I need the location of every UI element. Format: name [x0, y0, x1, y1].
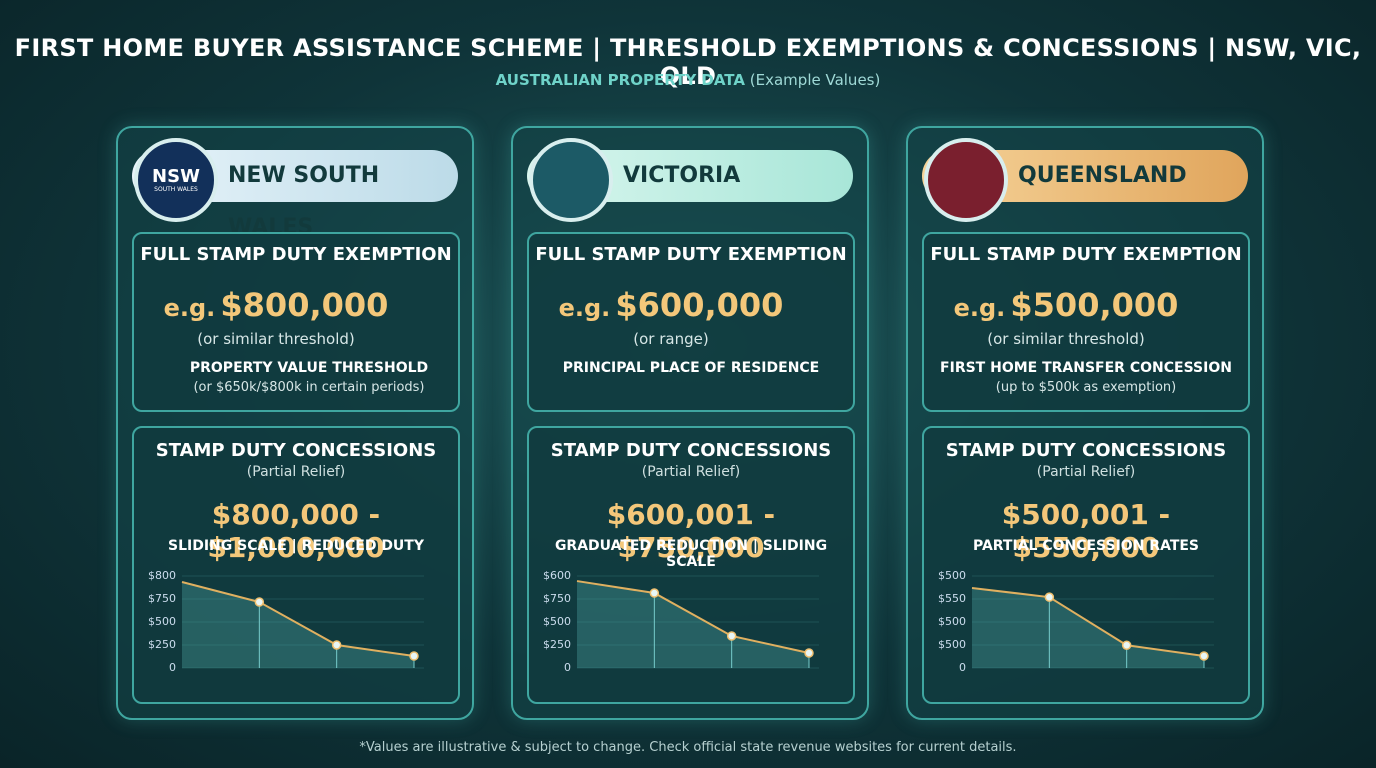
- concessions-range: $500,001 - $550,000: [1001, 498, 1171, 564]
- area: [972, 587, 1204, 668]
- point: [409, 651, 419, 661]
- concessions-description: PARTIAL CONCESSION RATES: [972, 538, 1200, 554]
- logo-abbr: NSW: [152, 166, 200, 187]
- y-tick-label: 0: [959, 661, 966, 674]
- state-badge: QUEENSLAND: [922, 138, 1248, 222]
- exemption-detail: FIRST HOME TRANSFER CONCESSION: [940, 360, 1232, 376]
- point: [804, 648, 814, 658]
- amount: $600,000: [615, 286, 784, 324]
- y-tick-label: $250: [543, 638, 571, 651]
- point: [726, 631, 737, 641]
- amount: $500,000: [1010, 286, 1179, 324]
- mini-chart: $800 $750 $500 $250 0: [148, 569, 424, 674]
- exemption-heading: FULL STAMP DUTY EXEMPTION: [140, 244, 452, 265]
- y-tick-label: $500: [938, 638, 966, 651]
- y-tick-label: $500: [543, 615, 571, 628]
- concessions-subheading: (Partial Relief): [641, 464, 741, 480]
- concessions-box: STAMP DUTY CONCESSIONS (Partial Relief) $8…: [132, 426, 460, 704]
- line: [181, 581, 415, 658]
- point: [331, 640, 342, 650]
- footnote: *Values are illustrative & subject to ch…: [359, 740, 1017, 755]
- y-tick-label: $600: [543, 569, 571, 582]
- state-logo: [529, 138, 613, 222]
- point: [1199, 651, 1209, 661]
- y-tick-label: $750: [148, 592, 176, 605]
- y-tick-label: $500: [938, 569, 966, 582]
- mini-chart: $600 $750 $500 $250 0: [543, 569, 819, 674]
- concessions-subheading: (Partial Relief): [246, 464, 346, 480]
- concessions-box: STAMP DUTY CONCESSIONS (Partial Relief) $6…: [527, 426, 855, 704]
- exemption-amount-row: e.g. $500,000: [904, 286, 1228, 324]
- state-panel: QUEENSLAND FULL STAMP DUTY EXEMPTION e.g. …: [906, 126, 1264, 720]
- exemption-box: FULL STAMP DUTY EXEMPTION e.g. $600,000 (o…: [527, 232, 855, 412]
- y-tick-label: $500: [938, 615, 966, 628]
- title: FIRST HOME BUYER ASSISTANCE SCHEME | THR…: [14, 34, 1362, 90]
- state-panel: VICTORIA FULL STAMP DUTY EXEMPTION e.g. $6…: [511, 126, 869, 720]
- exemption-note: (or similar threshold): [197, 330, 355, 348]
- amount-prefix: e.g.: [953, 294, 1006, 322]
- concessions-description: GRADUATED REDUCTION | SLIDING SCALE: [554, 538, 828, 570]
- logo-text: SOUTH WALES: [154, 186, 198, 193]
- amount-prefix: e.g.: [163, 294, 216, 322]
- exemption-amount-row: e.g. $600,000: [509, 286, 833, 324]
- y-tick-label: 0: [564, 661, 571, 674]
- exemption-box: FULL STAMP DUTY EXEMPTION e.g. $800,000 (o…: [132, 232, 460, 412]
- state-logo: NSW SOUTH WALES: [134, 138, 218, 222]
- exemption-detail: PROPERTY VALUE THRESHOLD: [189, 360, 429, 376]
- concessions-description: SLIDING SCALE | REDUCED DUTY: [167, 538, 424, 554]
- state-badge: NSW SOUTH WALES NEW SOUTH WALES: [132, 138, 458, 240]
- state-panel: NSW SOUTH WALES NEW SOUTH WALES FULL STAMP …: [116, 126, 474, 720]
- y-tick-label: $550: [938, 592, 966, 605]
- mini-chart: $500 $550 $500 $500 0: [938, 569, 1214, 674]
- exemption-box: FULL STAMP DUTY EXEMPTION e.g. $500,000 (o…: [922, 232, 1250, 412]
- concessions-subheading: (Partial Relief): [1036, 464, 1136, 480]
- exemption-detail: PRINCIPAL PLACE OF RESIDENCE: [562, 360, 820, 376]
- state-name: QUEENSLAND: [1018, 163, 1187, 188]
- state-logo: [924, 138, 1008, 222]
- subtitle: AUSTRALIAN PROPERTY DATA (Example Values…: [0, 71, 1376, 89]
- concessions-box: STAMP DUTY CONCESSIONS (Partial Relief) $5…: [922, 426, 1250, 704]
- concessions-heading: STAMP DUTY CONCESSIONS: [945, 440, 1227, 461]
- area: [182, 581, 414, 668]
- point: [649, 588, 660, 598]
- concessions-heading: STAMP DUTY CONCESSIONS: [155, 440, 437, 461]
- exemption-amount-row: e.g. $800,000: [114, 286, 438, 324]
- exemption-note: (or similar threshold): [987, 330, 1145, 348]
- y-tick-label: $250: [148, 638, 176, 651]
- subtitle-rest: (Example Values): [749, 71, 881, 89]
- y-tick-label: $800: [148, 569, 176, 582]
- concessions-range: $600,001 - $750,000: [606, 498, 776, 564]
- area: [577, 581, 809, 668]
- exemption-detail-note: (up to $500k as exemption): [995, 380, 1177, 395]
- amount: $800,000: [220, 286, 389, 324]
- exemption-heading: FULL STAMP DUTY EXEMPTION: [930, 244, 1242, 265]
- point: [254, 597, 265, 607]
- exemption-heading: FULL STAMP DUTY EXEMPTION: [535, 244, 847, 265]
- y-tick-label: $500: [148, 615, 176, 628]
- point: [1044, 592, 1055, 602]
- amount-prefix: e.g.: [558, 294, 611, 322]
- point: [1121, 640, 1132, 650]
- exemption-note: (or range): [633, 330, 709, 348]
- line: [576, 580, 810, 654]
- line: [971, 586, 1205, 657]
- subtitle-bold: AUSTRALIAN PROPERTY DATA: [495, 71, 745, 89]
- y-tick-label: 0: [169, 661, 176, 674]
- y-tick-label: $750: [543, 592, 571, 605]
- exemption-detail-note: (or $650k/$800k in certain periods): [193, 380, 425, 395]
- state-name: VICTORIA: [623, 163, 741, 188]
- state-badge: VICTORIA: [527, 138, 853, 222]
- concessions-range: $800,000 - $1,000,000: [207, 498, 385, 564]
- concessions-heading: STAMP DUTY CONCESSIONS: [550, 440, 832, 461]
